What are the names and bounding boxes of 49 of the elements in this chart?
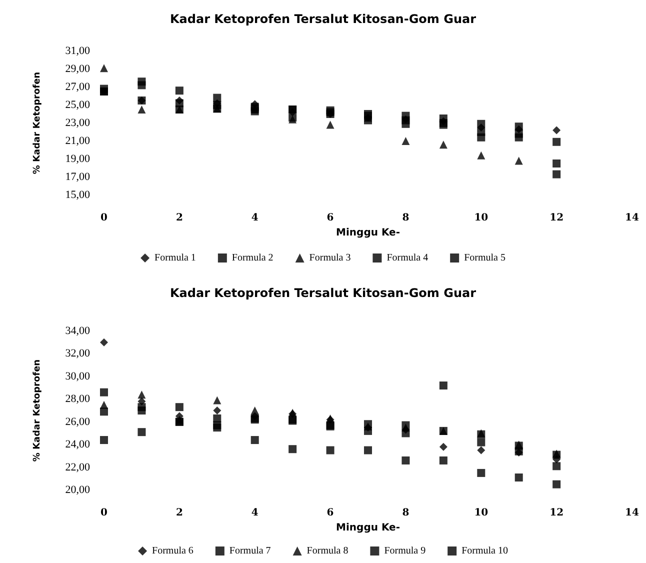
x-tick-label: 6 [326,212,334,224]
y-tick-label: 32,00 [65,348,90,360]
y-tick-label: 28,00 [65,393,90,406]
x-tick-label: 0 [100,212,108,224]
x-tick-label: 10 [474,508,488,518]
legend-label: Formula 10 [462,546,508,556]
x-tick-label: 0 [100,508,108,518]
x-tick-label: 10 [474,212,488,224]
legend-label: Formula 5 [464,252,506,264]
y-tick-label: 19,00 [65,153,90,165]
x-tick-label: 8 [402,212,410,224]
x-tick-label: 2 [176,212,183,224]
x-tick-label: 4 [251,508,258,518]
y-axis-title: % Kadar Ketoprofen [32,359,42,462]
y-tick-label: 27,00 [65,81,90,93]
y-tick-label: 26,00 [65,416,90,428]
legend-label: Formula 7 [229,546,271,556]
x-tick-label: 14 [625,212,639,224]
x-axis-title: Minggu Ke- [336,227,400,238]
y-tick-label: 20,00 [65,484,90,496]
y-tick-label: 25,00 [65,99,90,111]
legend-label: Formula 9 [384,546,426,556]
legend-label: Formula 4 [386,252,428,264]
legend-label: Formula 3 [309,252,351,264]
y-tick-label: 31,00 [65,45,90,57]
y-tick-label: 15,00 [65,189,90,201]
y-tick-label: 17,00 [65,171,90,183]
chart-title: Kadar Ketoprofen Tersalut Kitosan-Gom Guar [170,286,476,300]
x-tick-label: 2 [176,508,183,518]
x-tick-label: 8 [402,508,410,518]
x-tick-label: 14 [625,508,639,518]
y-tick-label: 23,00 [65,117,90,129]
x-tick-label: 12 [550,212,564,224]
x-tick-label: 6 [326,508,334,518]
chart-title: Kadar Ketoprofen Tersalut Kitosan-Gom Guar [170,12,476,26]
legend-label: Formula 2 [232,252,274,264]
legend-label: Formula 8 [306,546,348,556]
y-tick-label: 22,00 [65,461,90,474]
y-tick-label: 30,00 [65,370,90,382]
y-tick-label: 21,00 [65,135,90,147]
legend-label: Formula 6 [152,546,194,556]
y-tick-label: 34,00 [65,325,90,337]
y-axis-title: % Kadar Ketoprofen [32,72,42,174]
y-tick-label: 29,00 [65,63,90,75]
x-tick-label: 4 [251,212,258,224]
y-tick-label: 24,00 [65,438,90,451]
x-tick-label: 12 [550,508,564,518]
legend-label: Formula 1 [154,252,196,264]
x-axis-title: Minggu Ke- [336,522,400,534]
